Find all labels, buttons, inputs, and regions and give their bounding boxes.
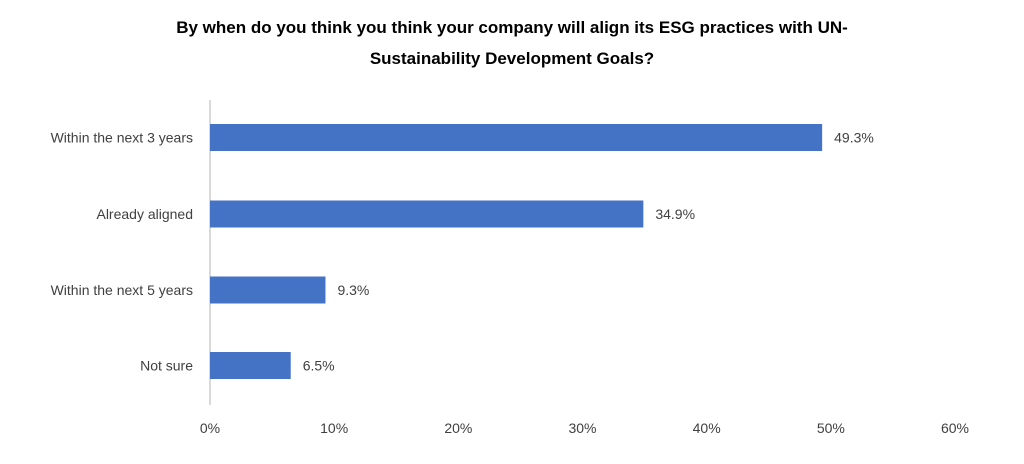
x-tick-label: 20% xyxy=(444,420,472,436)
bar xyxy=(210,352,291,379)
bar xyxy=(210,124,823,151)
chart-title-line-1: By when do you think you think your comp… xyxy=(176,18,848,37)
bar xyxy=(210,276,326,304)
x-tick-label: 30% xyxy=(568,420,596,436)
x-tick-label: 40% xyxy=(693,420,721,436)
data-label: 34.9% xyxy=(655,206,695,222)
x-tick-label: 0% xyxy=(200,420,220,436)
category-label: Not sure xyxy=(140,358,193,374)
category-label: Within the next 5 years xyxy=(51,282,193,298)
category-label: Within the next 3 years xyxy=(51,130,193,146)
x-tick-label: 10% xyxy=(320,420,348,436)
data-label: 49.3% xyxy=(834,130,874,146)
bar xyxy=(210,200,644,228)
x-tick-label: 50% xyxy=(817,420,845,436)
data-label: 9.3% xyxy=(337,282,369,298)
chart-title: By when do you think you think your comp… xyxy=(0,12,1024,74)
category-label: Already aligned xyxy=(96,206,193,222)
x-tick-label: 60% xyxy=(941,420,969,436)
data-label: 6.5% xyxy=(303,358,335,374)
chart-title-line-2: Sustainability Development Goals? xyxy=(369,49,655,68)
